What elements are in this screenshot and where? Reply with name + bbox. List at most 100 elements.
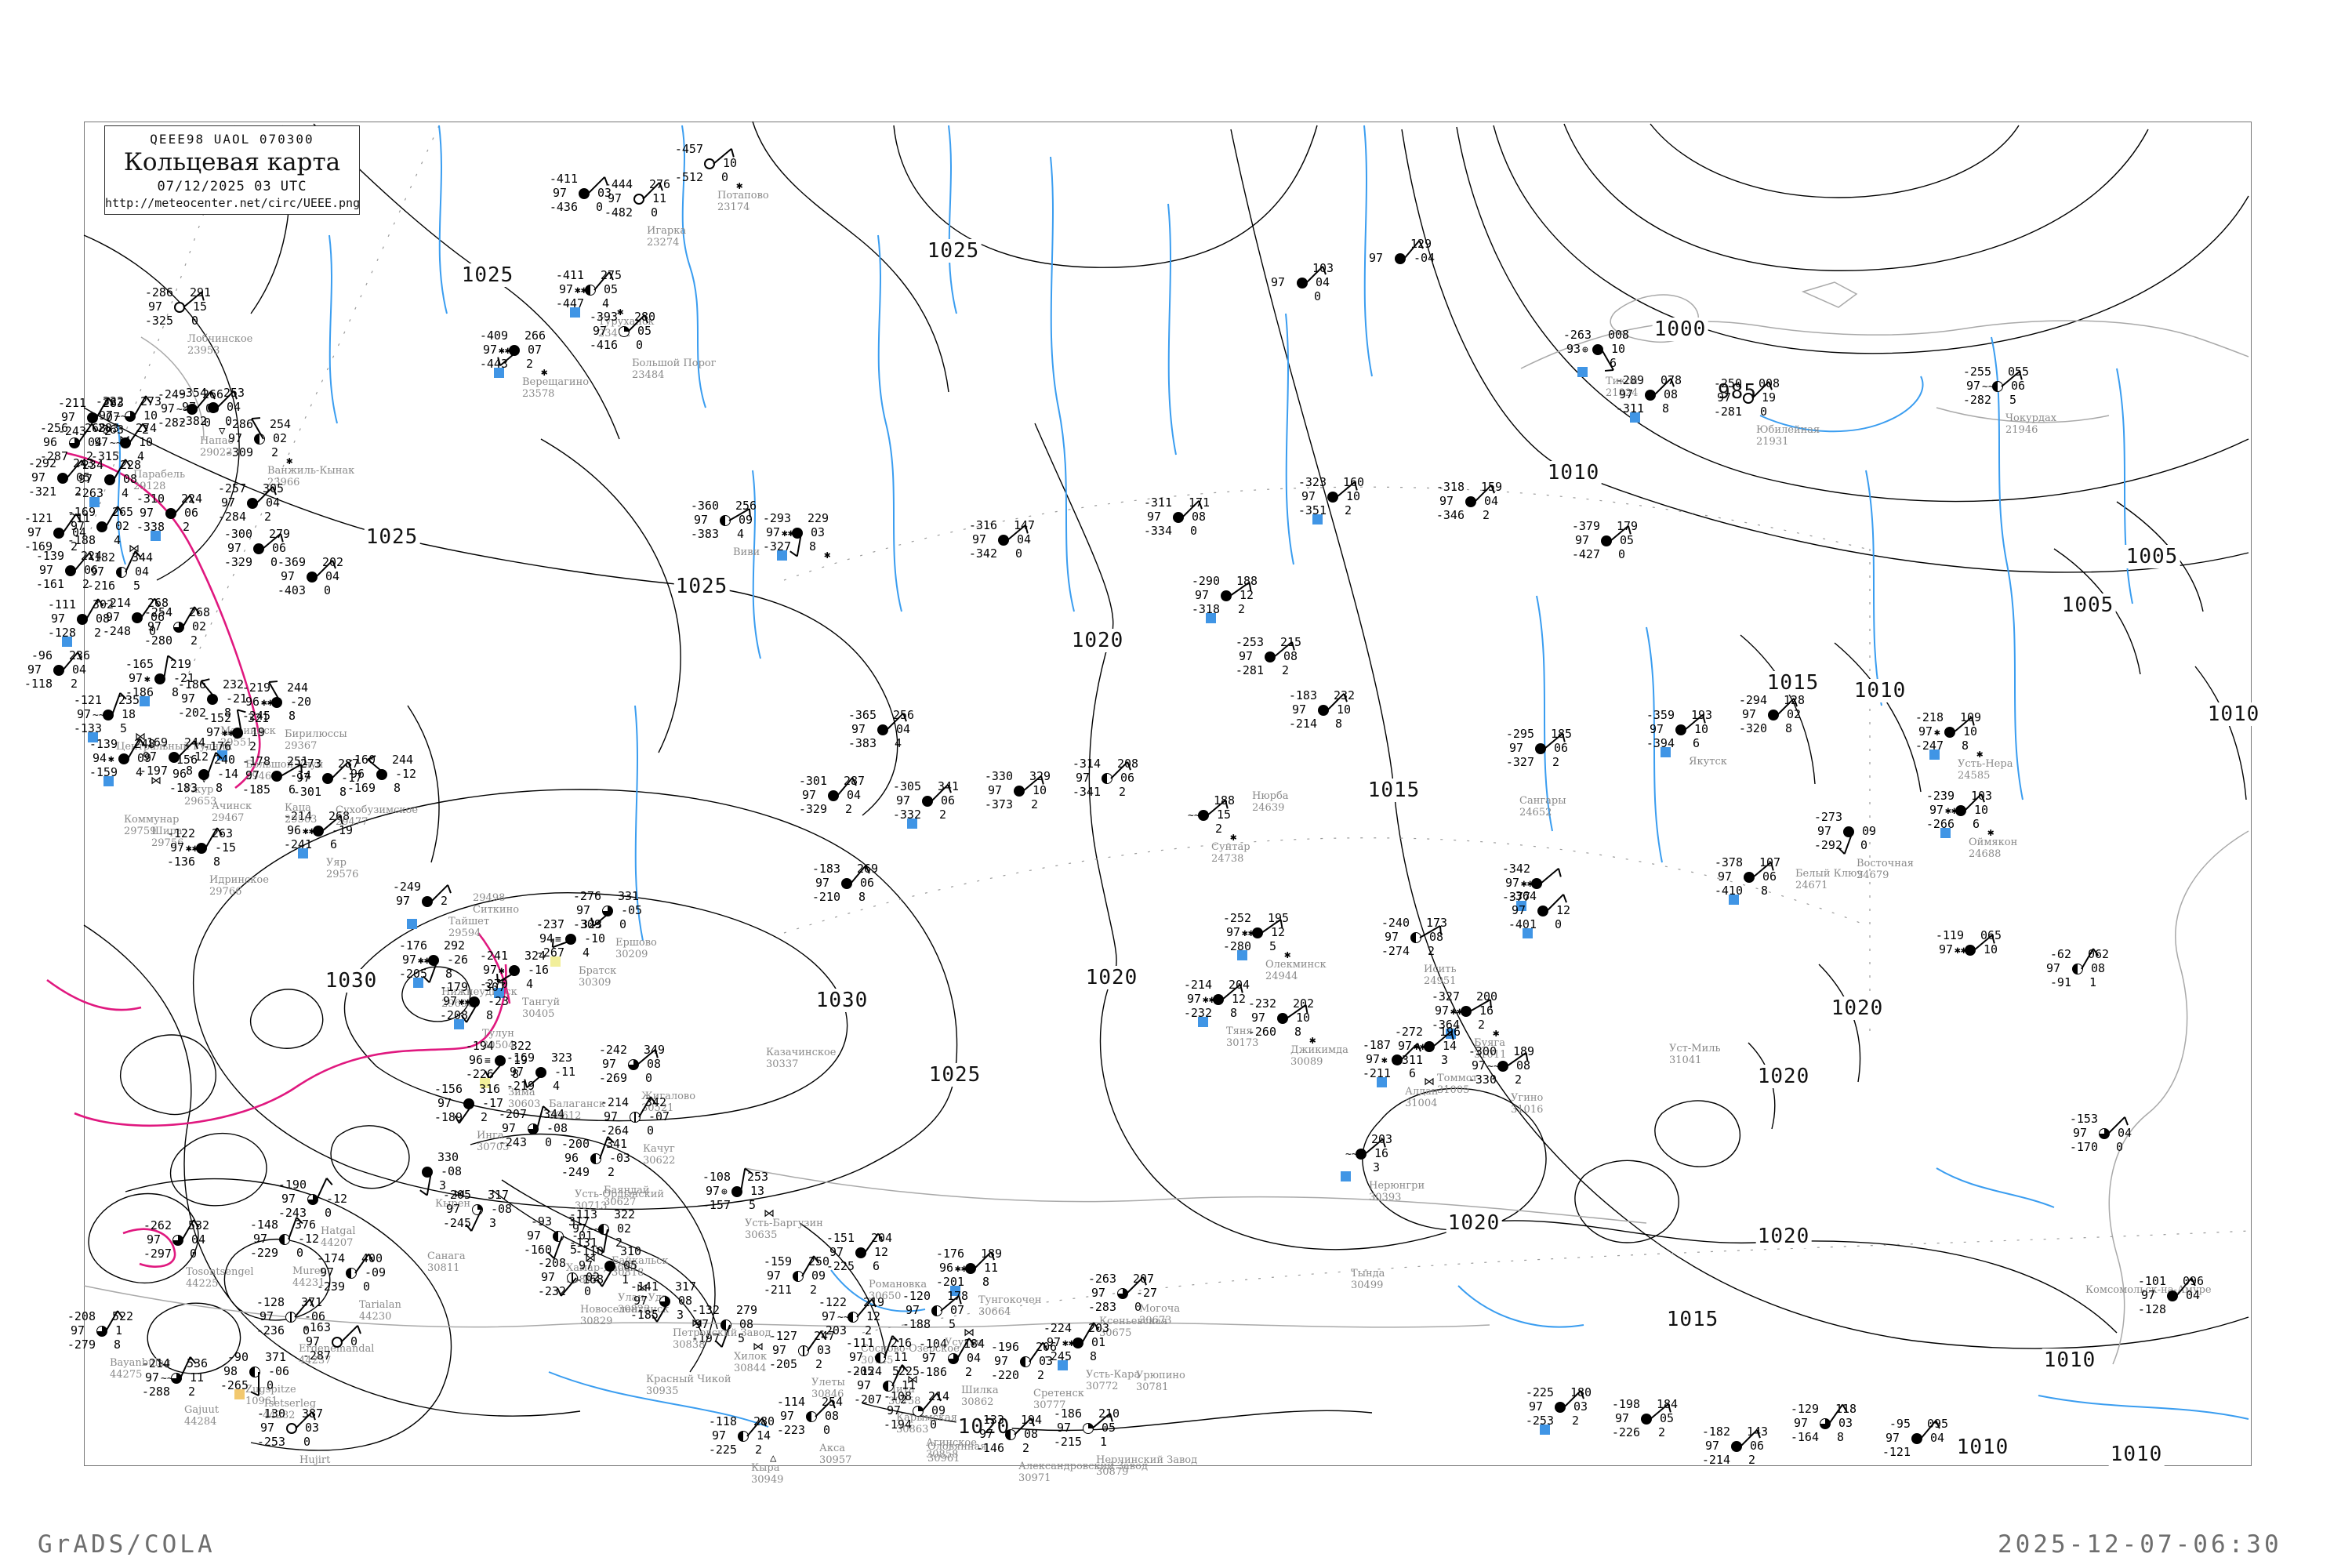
cloud-cover-icon: [322, 773, 333, 784]
station-name-label: Шира: [151, 826, 183, 837]
cloud-cover-icon: [196, 843, 207, 854]
station-name-label: 30675: [1099, 1327, 1132, 1339]
snow-cover-square-icon: [570, 307, 580, 318]
cloud-cover-icon: [1601, 535, 1612, 546]
isobar-label: 1005: [2124, 545, 2180, 568]
station-name-label: 30935: [646, 1385, 679, 1397]
iso-path: [1818, 964, 1861, 1083]
snow-cover-square-icon: [1729, 895, 1739, 905]
snow-cover-square-icon: [62, 637, 72, 647]
cloud-cover-icon: [1117, 1288, 1128, 1299]
river-path: [830, 1269, 926, 1312]
fog-square-icon: [480, 1078, 490, 1088]
iso-path: [343, 892, 848, 1122]
iso-path: [125, 1178, 452, 1451]
isobar-label: 1020: [1829, 996, 1886, 1020]
station-name-label: Оловянная: [927, 1441, 987, 1453]
station-name-label: 24652: [1519, 807, 1552, 818]
station-name-label: Уст-Миль: [1669, 1043, 1721, 1054]
map-datetime: 07/12/2025 03 UTC: [157, 179, 307, 194]
isobar-label: 1025: [925, 239, 982, 263]
cloud-cover-icon: [208, 402, 219, 413]
front-path: [122, 1228, 176, 1269]
cloud-cover-icon: [1955, 805, 1966, 816]
station-name-label: Могоча: [1139, 1303, 1181, 1315]
cloud-cover-icon: [1252, 927, 1263, 938]
cloud-cover-icon: [1461, 1006, 1472, 1017]
iso-path: [83, 234, 240, 581]
station-name-label: Красный Чикой: [646, 1374, 731, 1385]
isobar-label: 1025: [364, 525, 420, 549]
iso-path: [1401, 129, 2249, 573]
cloud-cover-icon: [249, 1367, 260, 1377]
snow-cover-square-icon: [140, 696, 150, 706]
cloud-cover-icon: [1020, 1356, 1031, 1367]
cloud-cover-icon: [1944, 727, 1955, 738]
cloud-cover-icon: [2167, 1290, 2178, 1301]
iso-path: [120, 1034, 216, 1116]
cloud-cover-icon: [922, 796, 933, 807]
snow-cover-square-icon: [950, 1286, 960, 1296]
coast-path: [83, 1285, 1490, 1328]
iso-path: [492, 1189, 702, 1334]
cloud-cover-icon: [509, 345, 520, 356]
river-path: [1865, 470, 1882, 706]
snow-cover-square-icon: [1540, 1425, 1550, 1435]
cloud-cover-icon: [1535, 743, 1546, 754]
grads-credit: GrADS/COLA: [38, 1530, 216, 1559]
cloud-cover-icon: [1102, 773, 1112, 784]
river-path: [1363, 125, 1373, 377]
isobar-label: 1010: [2108, 1443, 2165, 1466]
cloud-cover-icon: [57, 473, 68, 484]
isobar-label: 1010: [1955, 1436, 2011, 1459]
cloud-cover-icon: [173, 622, 184, 633]
station-name-label: Комсомольск-на-Амуре: [2085, 1284, 2212, 1296]
snow-cover-square-icon: [298, 848, 308, 858]
iso-path: [501, 1179, 718, 1330]
station-name-label: 31041: [1669, 1054, 1702, 1066]
snow-cover-square-icon: [907, 818, 917, 829]
cloud-cover-icon: [806, 1411, 817, 1422]
cloud-cover-icon: [253, 543, 264, 554]
station-name-label: 29759: [124, 826, 157, 837]
river-path: [752, 470, 761, 659]
cloud-cover-icon: [247, 498, 258, 509]
river-path: [877, 234, 902, 612]
snow-cover-square-icon: [1630, 412, 1640, 423]
coast-path: [1520, 320, 2249, 369]
cloud-cover-icon: [1555, 1402, 1566, 1413]
isobar-label: 1010: [2042, 1348, 2098, 1372]
source-url: http://meteocenter.net/circ/UEEE.png: [105, 196, 361, 210]
snow-cover-square-icon: [777, 550, 787, 561]
station-name-label: Нюрба: [1252, 790, 1289, 802]
cloud-cover-icon: [346, 1268, 357, 1279]
station-name-label: Коммунар: [124, 814, 180, 826]
iso-path: [169, 1132, 267, 1207]
iso-path: [1650, 123, 2020, 198]
cloud-cover-icon: [877, 724, 888, 735]
cloud-cover-icon: [1356, 1149, 1367, 1160]
river-path: [948, 125, 957, 314]
isobar-label: 1005: [2060, 593, 2116, 617]
fog-square-icon: [550, 956, 561, 967]
cloud-cover-icon: [104, 474, 115, 485]
river-path: [1646, 626, 1663, 863]
isobar-label: 1010: [1852, 679, 1908, 702]
river-path: [1050, 156, 1075, 612]
cloud-cover-icon: [798, 1345, 809, 1356]
cloud-cover-icon: [528, 1123, 539, 1134]
cloud-cover-icon: [1173, 512, 1184, 523]
river-path: [1936, 1167, 2055, 1208]
river-path: [117, 423, 126, 565]
isobar-label: 1020: [1755, 1225, 1812, 1248]
river-path: [1536, 595, 1553, 832]
isobar-label: 1025: [673, 575, 730, 598]
isobar-label: 1015: [1765, 671, 1821, 695]
cloud-cover-icon: [132, 612, 143, 623]
snow-cover-square-icon: [1661, 747, 1671, 757]
cloud-cover-icon: [913, 1406, 924, 1417]
snow-cover-square-icon: [1058, 1360, 1068, 1370]
cloud-cover-icon: [169, 752, 180, 763]
cloud-cover-icon: [590, 1153, 601, 1164]
